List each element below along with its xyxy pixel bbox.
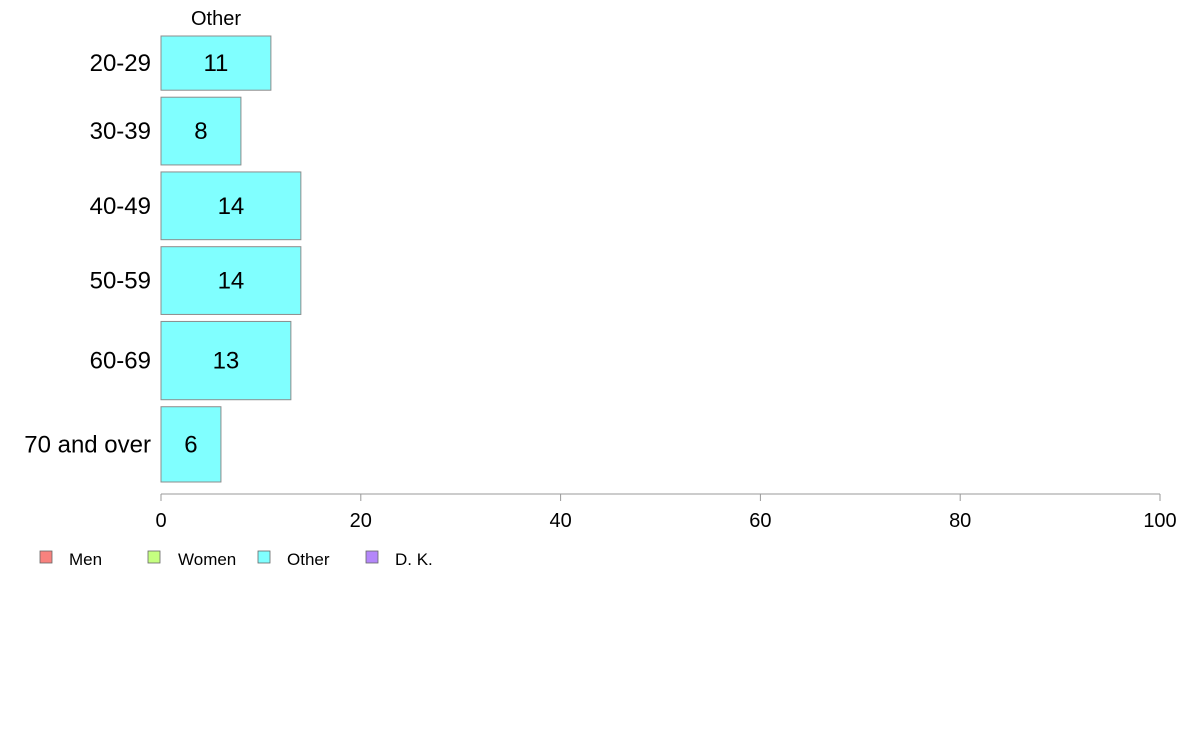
legend-swatch-other: [257, 550, 271, 564]
value-label-70-and-over: 6: [184, 431, 197, 458]
legend-swatch-women: [147, 550, 161, 564]
bar-70-and-over: [160, 406, 222, 483]
legend-label-men: Men: [69, 550, 102, 569]
category-label-40-49: 40-49: [90, 193, 151, 220]
value-label-60-69: 13: [213, 348, 240, 375]
value-label-40-49: 14: [218, 193, 245, 220]
legend-swatch-men: [39, 550, 53, 564]
category-labels: 20-29 30-39 40-49 50-59 60-69 70 and over: [24, 50, 151, 458]
bar-40-49: [160, 171, 302, 241]
x-tick-label-40: 40: [549, 510, 571, 532]
panel-title: Other: [191, 8, 241, 30]
category-label-70-and-over: 70 and over: [24, 431, 151, 458]
category-label-50-59: 50-59: [90, 268, 151, 295]
legend-label-other: Other: [287, 550, 330, 569]
legend-swatch-d-k: [365, 550, 379, 564]
value-label-20-29: 11: [203, 50, 228, 77]
value-label-50-59: 14: [218, 268, 245, 295]
legend-label-d-k: D. K.: [395, 550, 433, 569]
category-label-30-39: 30-39: [90, 118, 151, 145]
bar-60-69: [160, 320, 292, 401]
category-label-60-69: 60-69: [90, 348, 151, 375]
x-tick-label-0: 0: [155, 510, 166, 532]
bar-50-59: [160, 246, 302, 315]
panel-title-layer: Other: [191, 8, 241, 30]
value-label-30-39: 8: [194, 118, 207, 145]
x-tick-label-100: 100: [1143, 510, 1176, 532]
category-label-20-29: 20-29: [90, 50, 151, 77]
x-axis: 0 20 40 60 80 100: [155, 493, 1177, 532]
x-tick-label-60: 60: [749, 510, 771, 532]
legend-label-women: Women: [178, 550, 236, 569]
bar-30-39: [160, 96, 242, 166]
bar-20-29: [160, 35, 272, 91]
bars-layer: 11 8 14 14 13 6: [160, 35, 302, 483]
x-tick-label-80: 80: [949, 510, 971, 532]
x-tick-label-20: 20: [350, 510, 372, 532]
legend: Men Women Other D. K.: [39, 550, 433, 569]
